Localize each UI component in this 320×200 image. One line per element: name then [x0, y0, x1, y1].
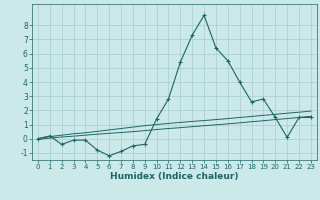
- X-axis label: Humidex (Indice chaleur): Humidex (Indice chaleur): [110, 172, 239, 181]
